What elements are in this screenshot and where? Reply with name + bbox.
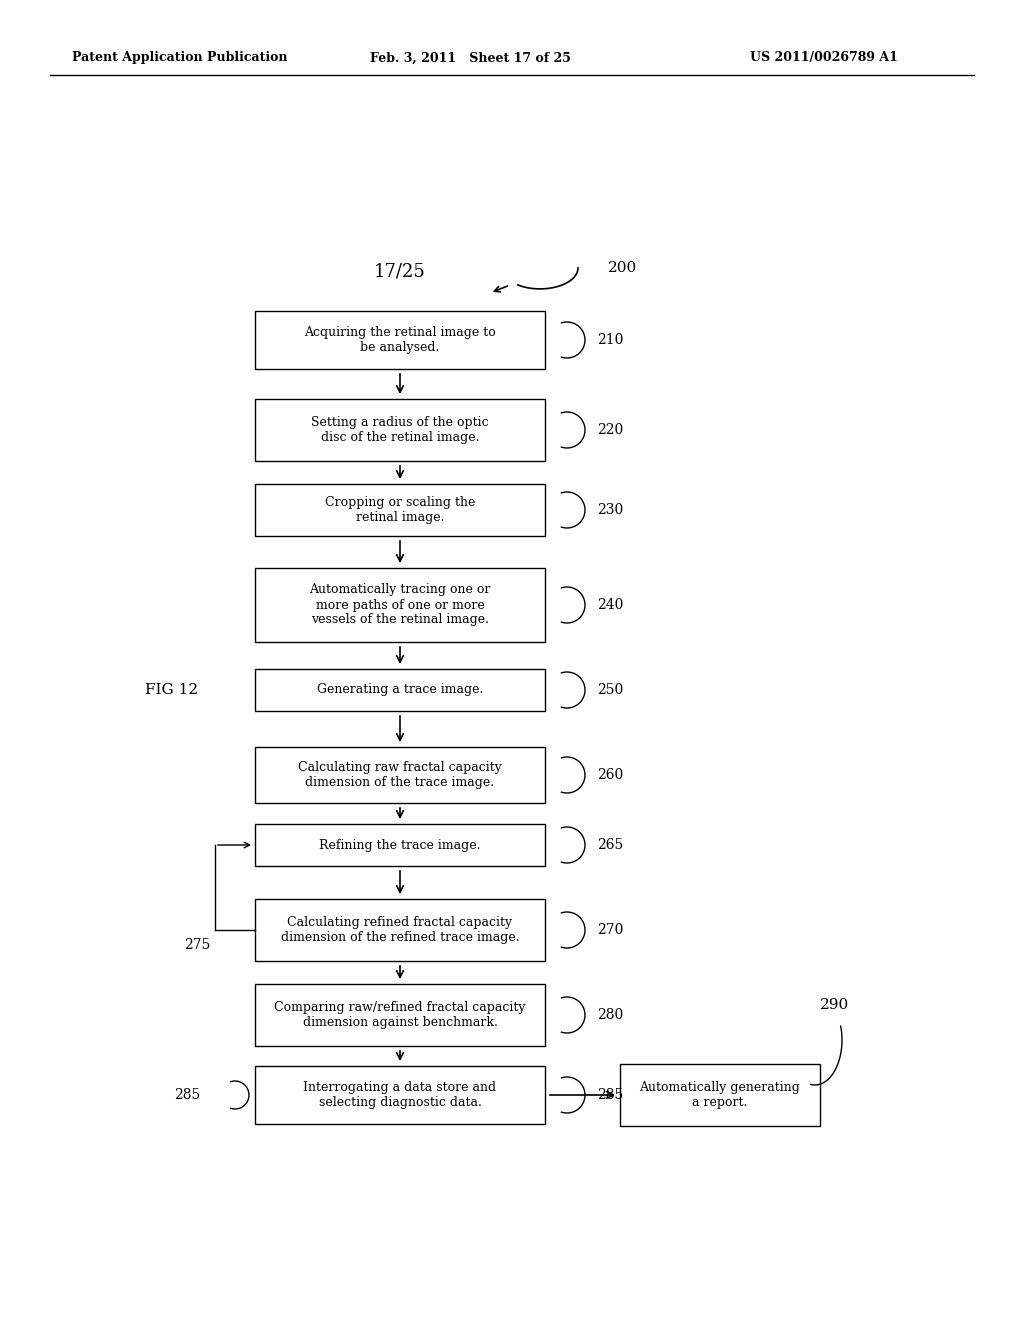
Text: Automatically tracing one or
more paths of one or more
vessels of the retinal im: Automatically tracing one or more paths …: [309, 583, 490, 627]
Text: 210: 210: [597, 333, 624, 347]
FancyBboxPatch shape: [255, 568, 545, 642]
FancyBboxPatch shape: [255, 1067, 545, 1125]
Text: 220: 220: [597, 422, 624, 437]
FancyBboxPatch shape: [255, 399, 545, 461]
Text: 200: 200: [608, 261, 637, 275]
Text: Acquiring the retinal image to
be analysed.: Acquiring the retinal image to be analys…: [304, 326, 496, 354]
Text: Calculating raw fractal capacity
dimension of the trace image.: Calculating raw fractal capacity dimensi…: [298, 762, 502, 789]
Text: 265: 265: [597, 838, 624, 851]
Text: Feb. 3, 2011   Sheet 17 of 25: Feb. 3, 2011 Sheet 17 of 25: [370, 51, 570, 65]
Text: 290: 290: [820, 998, 849, 1012]
Text: FIG 12: FIG 12: [145, 682, 198, 697]
FancyBboxPatch shape: [255, 312, 545, 370]
Text: Setting a radius of the optic
disc of the retinal image.: Setting a radius of the optic disc of th…: [311, 416, 488, 444]
FancyBboxPatch shape: [255, 747, 545, 803]
Text: 285: 285: [174, 1088, 200, 1102]
Text: 275: 275: [183, 939, 210, 952]
FancyBboxPatch shape: [255, 983, 545, 1045]
FancyBboxPatch shape: [255, 484, 545, 536]
Text: 270: 270: [597, 923, 624, 937]
Text: 260: 260: [597, 768, 624, 781]
Text: 285: 285: [597, 1088, 624, 1102]
Text: 17/25: 17/25: [374, 263, 426, 281]
Text: 250: 250: [597, 682, 624, 697]
Text: 230: 230: [597, 503, 624, 517]
FancyBboxPatch shape: [255, 669, 545, 711]
Text: Generating a trace image.: Generating a trace image.: [316, 684, 483, 697]
Text: Cropping or scaling the
retinal image.: Cropping or scaling the retinal image.: [325, 496, 475, 524]
Text: Refining the trace image.: Refining the trace image.: [319, 838, 480, 851]
Text: Patent Application Publication: Patent Application Publication: [72, 51, 288, 65]
Text: Automatically generating
a report.: Automatically generating a report.: [640, 1081, 801, 1109]
FancyBboxPatch shape: [255, 899, 545, 961]
Text: 280: 280: [597, 1008, 624, 1022]
Text: Calculating refined fractal capacity
dimension of the refined trace image.: Calculating refined fractal capacity dim…: [281, 916, 519, 944]
Text: Comparing raw/refined fractal capacity
dimension against benchmark.: Comparing raw/refined fractal capacity d…: [274, 1001, 525, 1030]
Text: Interrogating a data store and
selecting diagnostic data.: Interrogating a data store and selecting…: [303, 1081, 497, 1109]
Text: 240: 240: [597, 598, 624, 612]
Text: US 2011/0026789 A1: US 2011/0026789 A1: [750, 51, 898, 65]
FancyBboxPatch shape: [255, 824, 545, 866]
FancyBboxPatch shape: [620, 1064, 820, 1126]
